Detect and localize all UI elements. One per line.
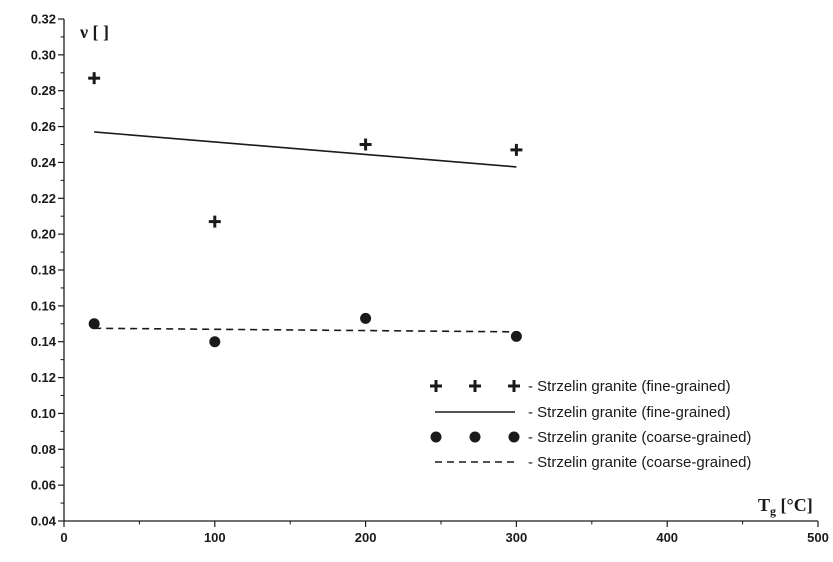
x-tick-label: 500 [807,530,829,545]
series-layer [88,72,523,348]
x-axis-title-sub: g [770,504,776,518]
ticks: 0.04 0.06 0.08 0.10 0.12 0.14 0.16 0.18 0.20 0.22… [31,12,829,546]
legend-label: - Strzelin granite (fine-grained) [528,404,731,421]
x-tick-label: 300 [506,530,528,545]
data-point-circle [209,336,221,348]
y-tick-label: 0.28 [31,83,56,98]
legend: - Strzelin granite (fine-grained) - Strze… [430,378,751,471]
data-point-circle [510,330,522,342]
series-1 [94,131,517,168]
trend-line-solid [94,131,517,168]
legend-label: - Strzelin granite (coarse-grained) [528,454,751,471]
x-axis-title-unit: [°C] [776,495,813,515]
y-tick-label: 0.08 [31,442,56,457]
data-point-plus [510,143,523,156]
series-2 [88,312,522,348]
data-point-circle [360,312,372,324]
y-tick-label: 0.10 [31,406,56,421]
data-point-plus [208,215,221,228]
legend-entry: - Strzelin granite (coarse-grained) [430,429,751,446]
legend-marker-plus [469,380,481,392]
y-axis-title: ν [ ] [79,22,109,42]
y-tick-label: 0.24 [31,155,57,170]
y-tick-label: 0.30 [31,47,56,62]
legend-entry: - Strzelin granite (fine-grained) [430,378,731,395]
data-point-plus [359,138,372,151]
x-tick-label: 400 [656,530,678,545]
legend-marker-circle [469,431,481,443]
legend-entry: - Strzelin granite (fine-grained) [435,404,731,421]
data-point-plus [88,72,101,85]
x-axis-title: Tg [°C] [758,495,813,518]
x-tick-label: 100 [204,530,226,545]
legend-label: - Strzelin granite (fine-grained) [528,378,731,395]
y-tick-label: 0.20 [31,227,56,242]
y-tick-label: 0.06 [31,478,56,493]
trend-line-dashed [94,327,517,333]
legend-marker-plus [508,380,520,392]
legend-marker-circle [430,431,442,443]
legend-marker-plus [430,380,442,392]
y-tick-label: 0.32 [31,12,56,27]
x-tick-label: 200 [355,530,377,545]
x-axis-title-main: T [758,495,770,515]
series-0 [88,72,523,228]
y-tick-label: 0.12 [31,370,56,385]
y-tick-label: 0.18 [31,263,56,278]
y-tick-label: 0.16 [31,298,56,313]
y-tick-label: 0.04 [31,514,57,529]
legend-entry: - Strzelin granite (coarse-grained) [435,454,751,471]
x-tick-label: 0 [60,530,67,545]
series-3 [94,327,517,333]
y-tick-label: 0.26 [31,119,56,134]
y-tick-label: 0.22 [31,191,56,206]
y-tick-label: 0.14 [31,334,57,349]
data-point-circle [88,318,100,330]
legend-marker-circle [508,431,520,443]
legend-label: - Strzelin granite (coarse-grained) [528,429,751,446]
